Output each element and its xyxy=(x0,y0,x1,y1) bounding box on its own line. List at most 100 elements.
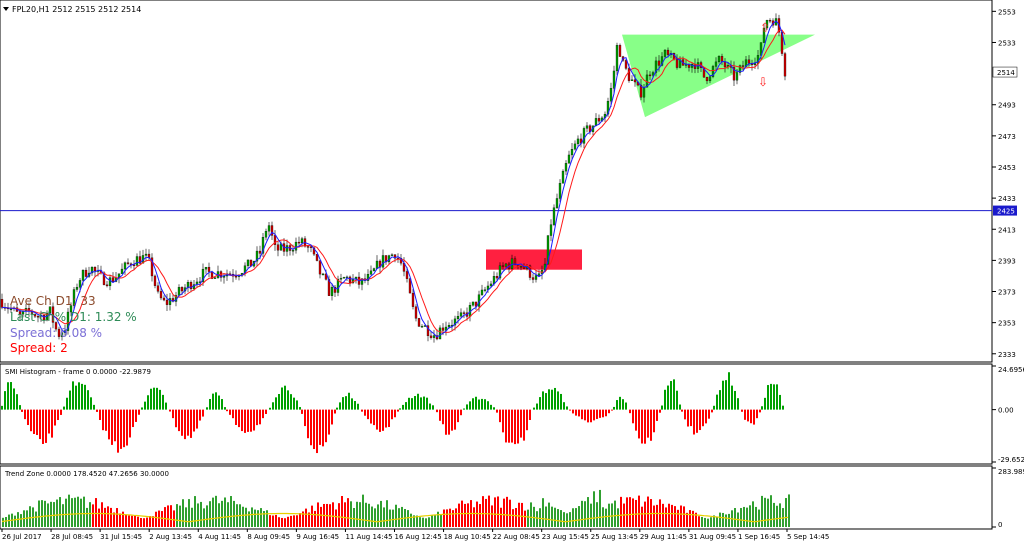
trend-bar xyxy=(455,508,457,527)
smi-bar xyxy=(63,406,65,410)
trend-bar xyxy=(65,498,67,527)
time-label: 26 Jul 2017 xyxy=(2,533,42,541)
candle-body xyxy=(324,273,328,280)
smi-bar xyxy=(141,407,143,410)
trend-bar xyxy=(596,502,598,527)
trend-bar xyxy=(410,513,412,527)
trend-bar xyxy=(599,489,601,527)
smi-bar xyxy=(66,397,68,410)
trend-bar xyxy=(785,498,787,527)
smi-bar xyxy=(331,409,333,425)
candle-body xyxy=(285,245,289,252)
trend-bar xyxy=(110,507,112,527)
smi-bar xyxy=(545,393,547,410)
smi-bar xyxy=(770,383,772,410)
price-tick-label: 2333 xyxy=(998,351,1016,359)
candle-body xyxy=(264,230,268,238)
candle-body xyxy=(483,289,487,291)
trend-bar xyxy=(545,506,547,527)
candle-body xyxy=(618,45,622,57)
smi-bar xyxy=(221,399,223,410)
smi-title: SMI Histogram - frame 0 0.0000 -22.9879 xyxy=(5,368,151,376)
candle-body xyxy=(534,275,538,280)
trend-bar xyxy=(539,508,541,527)
candle-body xyxy=(531,277,535,280)
candle-body xyxy=(18,311,22,315)
time-axis: 26 Jul 2017 28 Jul 08:45 31 Jul 15:45 2 Aug… xyxy=(1,529,829,541)
candle-body xyxy=(615,45,619,72)
trend-bar xyxy=(434,514,436,527)
smi-bar xyxy=(679,404,681,410)
candle-body xyxy=(201,268,205,282)
smi-bar xyxy=(75,385,77,410)
price-axis: 2553 2533 2514 2493 2473 2453 2433 2425 2413 2393… xyxy=(992,8,1018,359)
smi-bar xyxy=(779,394,781,410)
candle-body xyxy=(501,265,505,267)
smi-bar xyxy=(408,397,410,410)
trend-bar xyxy=(134,515,136,527)
smi-bar xyxy=(681,409,683,412)
trend-bar xyxy=(281,517,283,527)
trend-bar xyxy=(773,502,775,527)
candle-body xyxy=(426,325,430,337)
candle-body xyxy=(675,59,679,68)
up-arrow-icon: ⇧ xyxy=(760,21,770,35)
smi-bar xyxy=(33,409,35,434)
smi-bar xyxy=(48,409,50,434)
smi-bar xyxy=(764,397,766,410)
candle-body xyxy=(711,66,715,77)
trend-bar xyxy=(131,515,133,527)
trend-bar xyxy=(155,511,157,527)
smi-bar xyxy=(716,394,718,410)
trend-bar xyxy=(377,504,379,527)
smi-bar xyxy=(454,409,456,430)
smi-bar xyxy=(475,396,477,410)
trend-bar xyxy=(305,508,307,527)
smi-bar xyxy=(647,409,649,438)
candle-body xyxy=(546,235,550,265)
price-tick-label: 2393 xyxy=(998,257,1016,265)
smi-bar xyxy=(385,409,387,428)
smi-bar xyxy=(442,409,444,425)
candle-body xyxy=(558,183,562,199)
trend-bar xyxy=(443,509,445,527)
smi-bar xyxy=(599,409,601,418)
trend-bar xyxy=(80,498,82,527)
triangle-pattern[interactable] xyxy=(622,34,815,118)
candle-body xyxy=(624,60,628,69)
smi-bar xyxy=(737,398,739,410)
trend-bar xyxy=(53,502,55,527)
hline-price-label: 2425 xyxy=(997,208,1015,216)
smi-bar xyxy=(162,394,164,410)
trend-title: Trend Zone 0.0000 178.4520 47.2656 30.00… xyxy=(4,470,169,478)
candle-body xyxy=(108,277,112,287)
trend-bar xyxy=(146,517,148,527)
candle-body xyxy=(642,87,646,98)
chart-menu-arrow-icon[interactable] xyxy=(3,7,9,11)
candle-body xyxy=(36,316,40,318)
trend-bar xyxy=(617,508,619,527)
trend-bar xyxy=(260,508,262,527)
smi-bar xyxy=(533,407,535,410)
trend-bar xyxy=(506,496,508,527)
trend-bar xyxy=(677,509,679,527)
smi-bar xyxy=(256,409,258,426)
smi-bar xyxy=(569,409,571,411)
candle-body xyxy=(453,318,457,326)
smi-bar xyxy=(153,387,155,410)
smi-bar xyxy=(394,409,396,418)
candle-body xyxy=(657,60,661,66)
smi-bar xyxy=(135,409,137,422)
candle-body xyxy=(234,276,238,278)
trend-bar xyxy=(314,510,316,527)
candle-body xyxy=(417,318,421,327)
trend-bar xyxy=(740,508,742,527)
candle-body xyxy=(258,250,262,254)
smi-bar xyxy=(316,409,318,454)
trend-bar xyxy=(533,506,535,527)
smi-bar xyxy=(593,409,595,421)
smi-bar xyxy=(370,409,372,424)
candle-body xyxy=(459,312,463,317)
